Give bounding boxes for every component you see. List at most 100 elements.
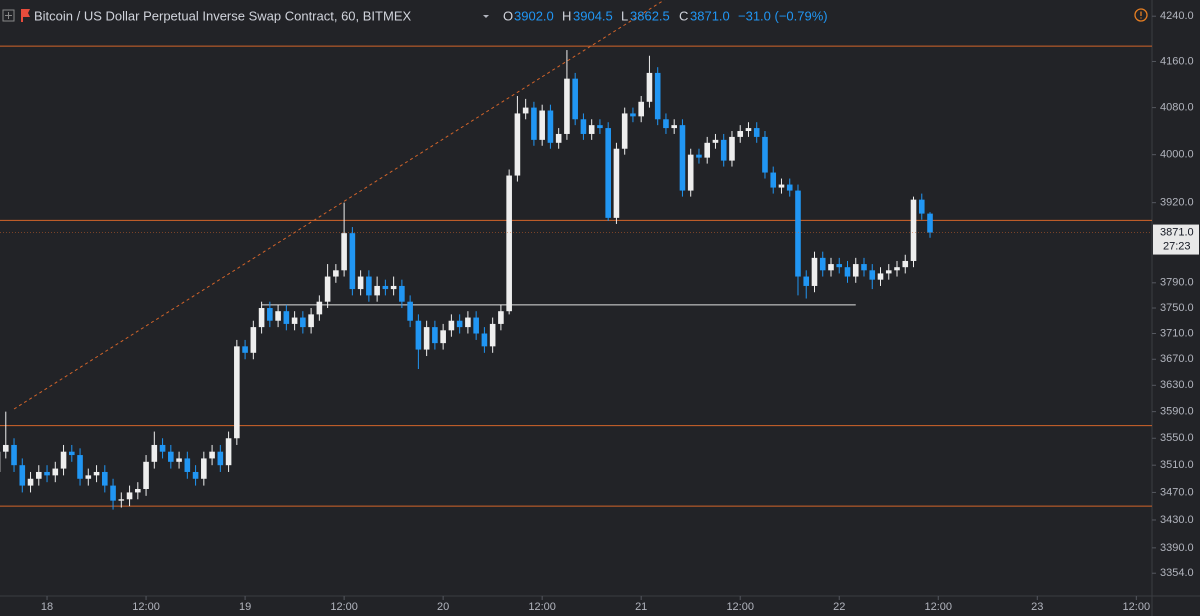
- candle-body: [514, 113, 521, 176]
- candle-body: [2, 444, 9, 452]
- y-tick-label: 3790.0: [1160, 277, 1194, 289]
- candle-body: [737, 131, 744, 137]
- ohlc-value: 3862.5: [630, 8, 670, 23]
- candle-body: [654, 72, 661, 120]
- symbol-title[interactable]: Bitcoin / US Dollar Perpetual Inverse Sw…: [34, 8, 411, 23]
- candle-body: [390, 285, 397, 290]
- candle-body: [861, 264, 867, 271]
- x-tick-label: 12:00: [330, 601, 358, 613]
- y-tick-label: 3710.0: [1160, 327, 1194, 339]
- candle-body: [283, 311, 290, 324]
- candle-body: [918, 199, 925, 214]
- candle-body: [572, 78, 578, 120]
- ohlc-label: L: [621, 8, 628, 23]
- candle-body: [770, 172, 777, 188]
- candle-body: [828, 264, 834, 271]
- candle-body: [68, 451, 75, 456]
- x-tick-label: 12:00: [925, 601, 953, 613]
- candle-body: [836, 264, 843, 268]
- candle-body: [60, 451, 67, 469]
- plot-area: [0, 0, 1152, 510]
- candle-body: [786, 184, 793, 191]
- candle-body: [225, 438, 232, 466]
- alert-icon[interactable]: [1134, 8, 1148, 22]
- candle-body: [93, 471, 100, 476]
- candle-body: [382, 285, 389, 290]
- candle-body: [687, 154, 694, 191]
- candle-body: [349, 233, 356, 290]
- candle-body: [753, 128, 760, 137]
- candle-body: [869, 270, 876, 280]
- candle-body: [481, 333, 488, 347]
- candle-body: [795, 190, 801, 277]
- y-tick-label: 4240.0: [1160, 10, 1194, 22]
- candle-body: [176, 458, 182, 462]
- x-tick-label: 21: [635, 601, 647, 613]
- y-tick-label: 4080.0: [1160, 102, 1194, 114]
- candle-body: [168, 451, 174, 462]
- y-tick-label: 3430.0: [1160, 514, 1194, 526]
- candle-body: [885, 270, 892, 274]
- price-tag: [1153, 224, 1199, 255]
- candle-body: [704, 142, 711, 158]
- price-tag-label: 3871.0: [1160, 226, 1194, 238]
- ohlc-label: O: [503, 8, 513, 23]
- y-tick-label: 4000.0: [1160, 149, 1194, 161]
- candle-body: [844, 267, 851, 277]
- candle-body: [143, 461, 149, 490]
- dropdown[interactable]: [483, 15, 489, 18]
- x-tick-label: 12:00: [1123, 601, 1151, 613]
- candle-body: [679, 125, 686, 191]
- y-tick-label: 3550.0: [1160, 432, 1194, 444]
- candle-body: [52, 468, 59, 476]
- candle-body: [110, 485, 116, 501]
- x-tick-label: 12:00: [726, 601, 754, 613]
- icon[interactable]: [2, 9, 15, 22]
- y-tick-label: 3920.0: [1160, 197, 1194, 209]
- candle-body: [258, 308, 265, 328]
- candle-body: [159, 444, 166, 452]
- candle-body: [696, 154, 702, 158]
- candle-body: [126, 492, 133, 500]
- change: −31.0 (−0.79%): [738, 8, 828, 23]
- candle-body: [588, 125, 595, 134]
- candle-body: [341, 233, 347, 271]
- y-tick-label: 4160.0: [1160, 55, 1194, 67]
- candle-body: [902, 260, 909, 268]
- candle-body: [465, 317, 471, 328]
- candle-body: [291, 317, 298, 324]
- x-tick-label: 12:00: [132, 601, 160, 613]
- candle-body: [811, 257, 818, 286]
- candle-body: [85, 475, 92, 479]
- y-tick-label: 3630.0: [1160, 379, 1194, 391]
- candle-body: [366, 276, 372, 296]
- icon: [5, 12, 12, 19]
- candle-body: [407, 301, 413, 321]
- candle-body: [778, 184, 785, 188]
- candle-body: [877, 273, 884, 280]
- ohlc-value: 3904.5: [573, 8, 613, 23]
- candle-body: [440, 330, 446, 344]
- candle-body: [555, 133, 562, 143]
- candle-body: [275, 311, 281, 321]
- y-tick-label: 3510.0: [1160, 459, 1194, 471]
- candle-body: [712, 139, 719, 143]
- y-tick-label: 3750.0: [1160, 302, 1194, 314]
- candle-body: [498, 311, 504, 324]
- candle-body: [27, 478, 34, 486]
- candle-body: [605, 128, 611, 218]
- candle-body: [852, 264, 859, 277]
- candle-body: [118, 499, 125, 501]
- candle-body: [324, 276, 331, 302]
- x-tick-label: 22: [833, 601, 845, 613]
- candle-body: [448, 320, 455, 331]
- candle-body: [250, 327, 257, 353]
- candle-body: [19, 465, 26, 486]
- candle-body: [11, 444, 17, 466]
- candle-body: [671, 125, 678, 129]
- candle-body: [316, 301, 323, 315]
- candle-body: [399, 285, 405, 302]
- candle-body: [35, 471, 42, 479]
- ohlc-value: 3902.0: [514, 8, 554, 23]
